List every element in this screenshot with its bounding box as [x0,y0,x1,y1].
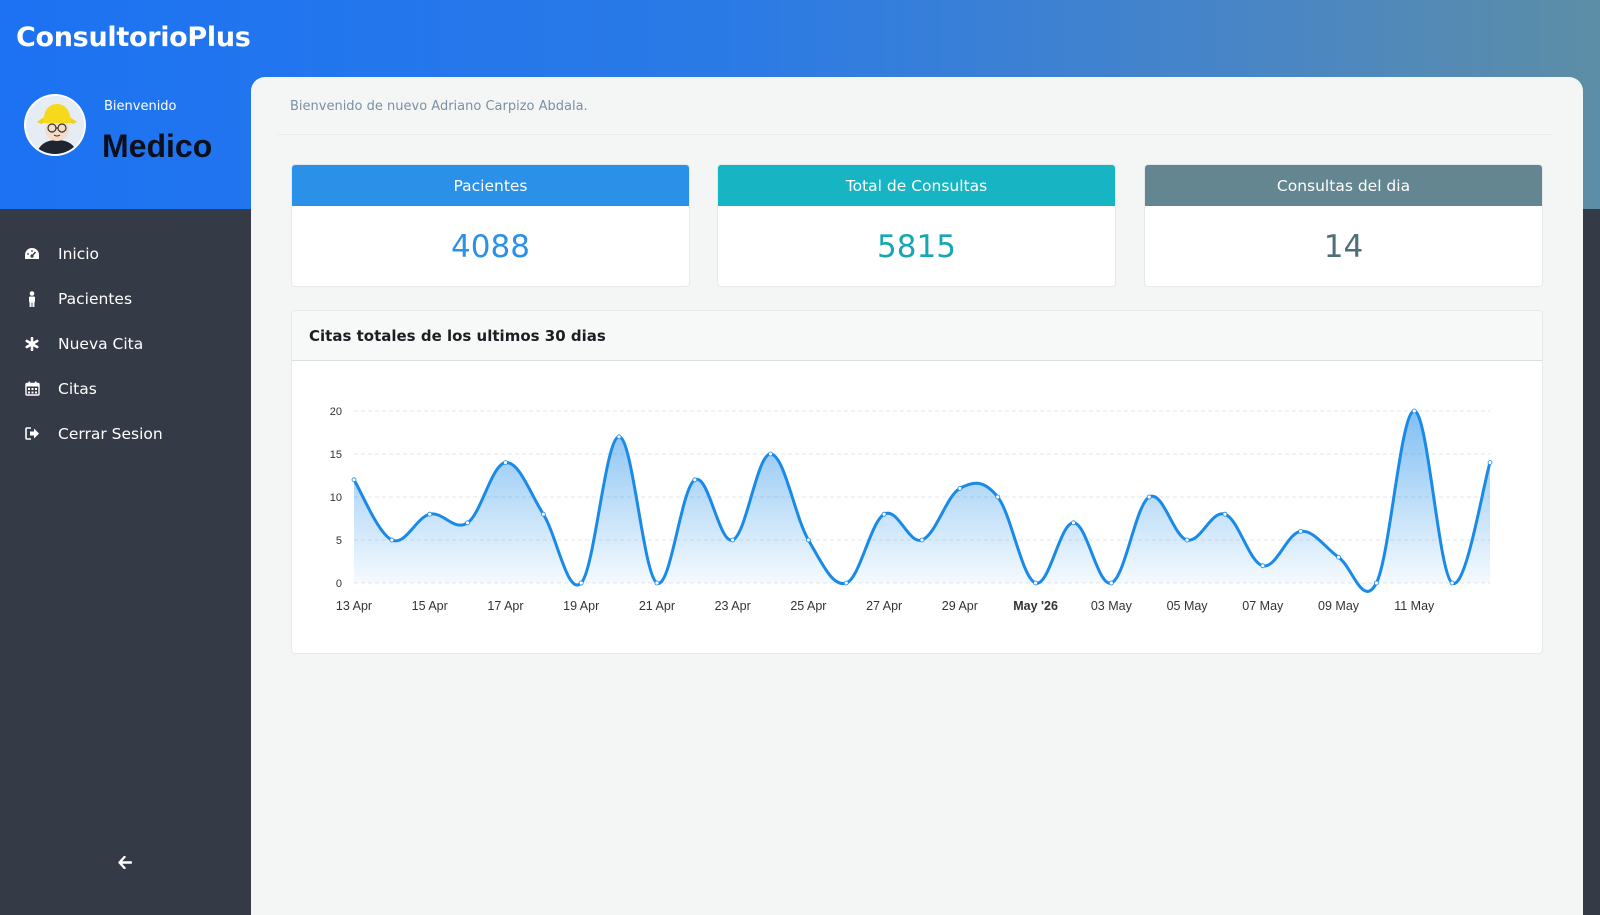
data-point [578,580,584,586]
card-title: Pacientes [292,165,689,206]
data-point [919,537,925,543]
x-tick-label: May '26 [1013,599,1058,613]
data-point [806,537,811,543]
sidebar-item-nueva-cita[interactable]: Nueva Cita [0,321,250,366]
data-point [692,477,698,483]
data-point [389,537,395,543]
calendar-icon [24,381,40,397]
user-role: Medico [102,128,213,164]
data-point [654,580,660,586]
x-tick-label: 11 May [1394,599,1435,613]
data-point [730,537,736,543]
y-tick-label: 15 [330,449,342,461]
y-tick-label: 20 [330,406,342,418]
card-title: Consultas del dia [1145,165,1542,206]
sidebar: Inicio Pacientes Nueva Cita Citas Cerrar… [0,209,250,915]
data-point [1374,580,1379,586]
dashboard-icon [24,246,40,262]
sidebar-item-label: Nueva Cita [58,334,144,353]
x-tick-label: 25 Apr [790,599,826,613]
card-value: 14 [1323,229,1364,265]
data-point [540,511,546,517]
data-point [1222,511,1228,517]
y-tick-label: 10 [330,492,342,504]
chart-panel: Citas totales de los ultimos 30 dias 0 5 1… [291,310,1543,654]
y-tick-label: 0 [336,578,342,590]
data-point [616,434,622,440]
data-point [995,494,1001,500]
card-pacientes[interactable]: Pacientes 4088 [291,164,690,287]
user-avatar-icon [26,96,84,154]
x-tick-label: 21 Apr [639,599,675,613]
data-point [1033,580,1038,586]
data-point [1260,563,1266,569]
x-tick-label: 23 Apr [715,599,751,613]
data-point [465,520,471,526]
sidebar-item-label: Cerrar Sesion [58,424,163,443]
divider [277,134,1553,135]
sidebar-item-cerrar-sesion[interactable]: Cerrar Sesion [0,411,250,456]
data-point [843,580,849,586]
person-icon [24,290,40,307]
x-tick-label: 13 Apr [336,599,372,613]
chart-title: Citas totales de los ultimos 30 dias [292,311,1542,361]
data-point [351,477,357,483]
asterisk-icon [24,336,40,352]
sidebar-item-label: Citas [58,379,97,398]
welcome-label: Bienvenido [104,99,177,114]
sidebar-item-citas[interactable]: Citas [0,366,250,411]
sidebar-item-inicio[interactable]: Inicio [0,231,250,276]
data-point [503,460,508,465]
arrow-left-icon [118,854,133,873]
sidebar-nav: Inicio Pacientes Nueva Cita Citas Cerrar… [0,231,250,456]
card-title: Total de Consultas [718,165,1115,206]
data-point [768,451,773,457]
x-tick-label: 19 Apr [563,599,599,613]
data-point [1487,460,1493,465]
sign-out-icon [24,426,40,442]
data-point [957,486,963,491]
card-value: 5815 [877,229,956,265]
data-point [1071,520,1076,526]
user-panel: Bienvenido Medico [0,78,250,209]
x-tick-label: 05 May [1167,599,1209,613]
x-tick-label: 29 Apr [942,599,978,613]
y-tick-label: 5 [336,535,342,547]
data-point [1184,537,1190,543]
series-area [354,411,1490,592]
card-consultas-del-dia[interactable]: Consultas del dia 14 [1144,164,1543,287]
app-title[interactable]: ConsultorioPlus [16,22,251,53]
data-point [1298,528,1304,534]
data-point [1146,494,1152,500]
data-point [1449,580,1455,586]
data-point [1411,408,1417,414]
x-tick-label: 27 Apr [866,599,902,613]
sidebar-collapse-button[interactable] [115,853,135,873]
sidebar-item-pacientes[interactable]: Pacientes [0,276,250,321]
card-total-consultas[interactable]: Total de Consultas 5815 [717,164,1116,287]
data-point [1108,580,1114,586]
avatar[interactable] [24,94,86,156]
x-tick-label: 03 May [1091,599,1133,613]
x-tick-label: 09 May [1318,599,1360,613]
sidebar-item-label: Pacientes [58,289,133,308]
card-value: 4088 [451,229,530,265]
data-point [1336,554,1341,560]
sidebar-item-label: Inicio [58,244,100,263]
area-chart[interactable]: 0 5 10 15 20 13 Apr 15 Apr 17 Apr 19 Apr 21 Apr 2… [292,361,1543,654]
data-point [881,511,887,517]
main-content: Bienvenido de nuevo Adriano Carpizo Abda… [251,77,1583,915]
x-tick-label: 07 May [1242,599,1284,613]
data-point [427,511,433,517]
welcome-message: Bienvenido de nuevo Adriano Carpizo Abda… [290,99,588,114]
x-tick-label: 17 Apr [487,599,523,613]
stats-cards: Pacientes 4088 Total de Consultas 5815 C… [291,164,1543,287]
x-tick-label: 15 Apr [412,599,448,613]
